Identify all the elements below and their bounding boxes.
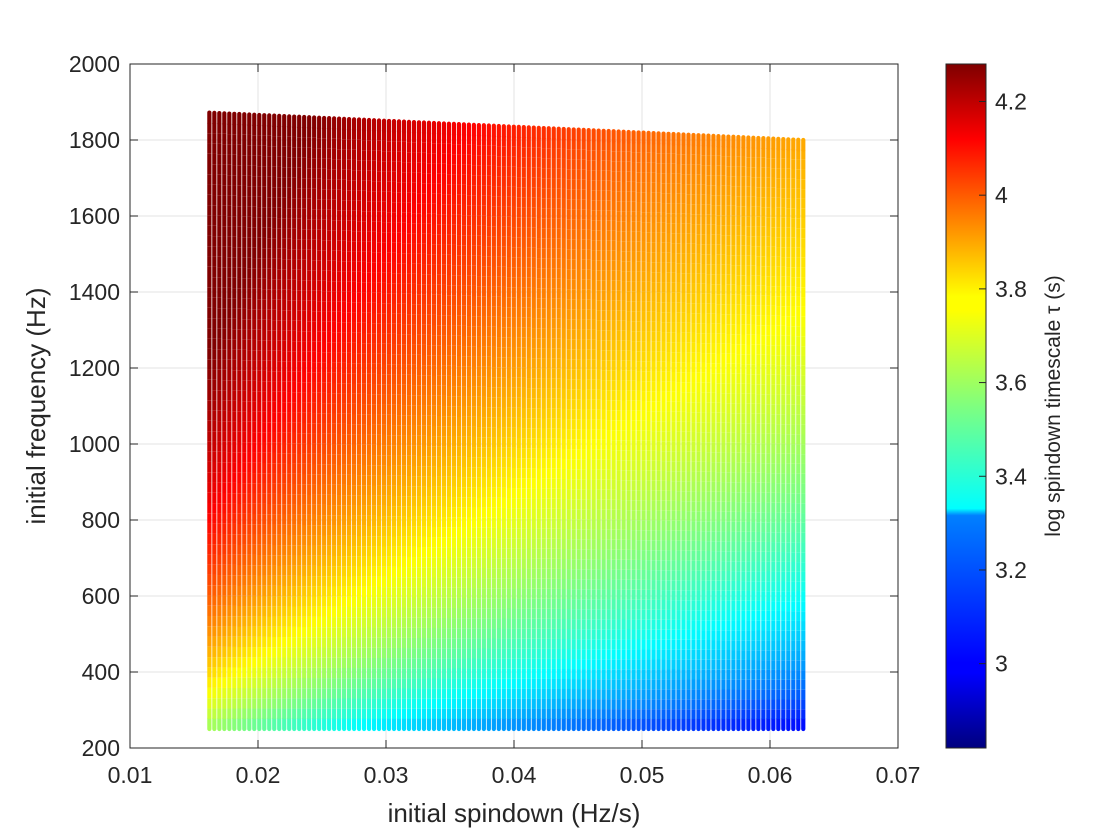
scatter-points [207,110,806,732]
